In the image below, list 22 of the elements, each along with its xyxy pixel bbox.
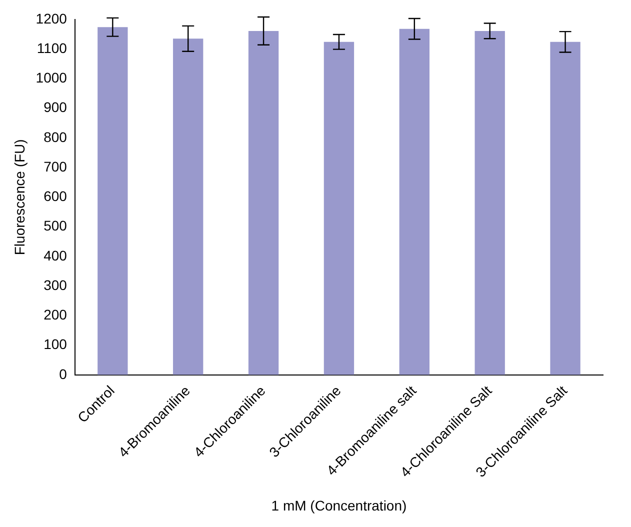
x-axis-title: 1 mM (Concentration) xyxy=(271,497,407,514)
bar xyxy=(248,30,279,375)
y-tick-label: 900 xyxy=(44,99,68,116)
bar xyxy=(550,42,580,375)
y-tick-label: 800 xyxy=(44,128,68,145)
y-tick-label: 0 xyxy=(59,366,68,382)
y-tick-label: 1200 xyxy=(36,10,68,26)
y-tick-label: 400 xyxy=(44,247,68,264)
bar xyxy=(399,28,430,375)
y-tick-label: 500 xyxy=(44,218,68,234)
bar xyxy=(173,38,204,375)
y-tick-label: 700 xyxy=(44,158,68,174)
y-axis-title: Fluorescence (FU) xyxy=(11,139,28,256)
bar xyxy=(98,27,128,375)
y-tick-label: 1100 xyxy=(36,40,68,56)
y-tick-label: 100 xyxy=(44,336,68,352)
y-tick-label: 200 xyxy=(44,306,68,323)
y-tick-label: 1000 xyxy=(36,70,68,86)
y-tick-label: 600 xyxy=(44,188,68,204)
bar xyxy=(474,30,505,375)
bar xyxy=(324,42,354,375)
y-tick-label: 300 xyxy=(44,276,68,293)
